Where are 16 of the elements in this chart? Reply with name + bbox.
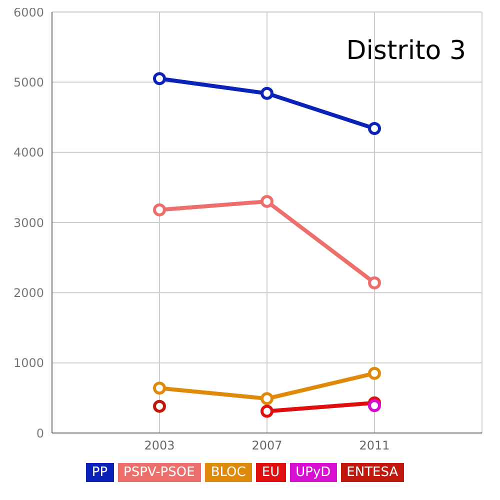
y-tick-label: 1000 [13,356,44,370]
y-tick-label: 0 [36,426,44,440]
text: ENTESA [340,463,404,482]
text: PP [86,463,114,482]
text: BLOC [204,463,252,482]
text: Distrito 3 [346,36,466,66]
text: PSPV-PSOE [118,463,201,482]
text: UPyD [290,463,337,482]
text: EU [256,463,286,482]
y-tick-label: 2000 [13,286,44,300]
x-tick-label: 2011 [359,438,390,453]
x-tick-label: 2007 [252,438,282,453]
y-tick-label: 5000 [13,75,44,90]
y-tick-label: 3000 [13,216,44,230]
x-tick-label: 2003 [144,438,175,453]
y-tick-label: 4000 [13,146,44,160]
